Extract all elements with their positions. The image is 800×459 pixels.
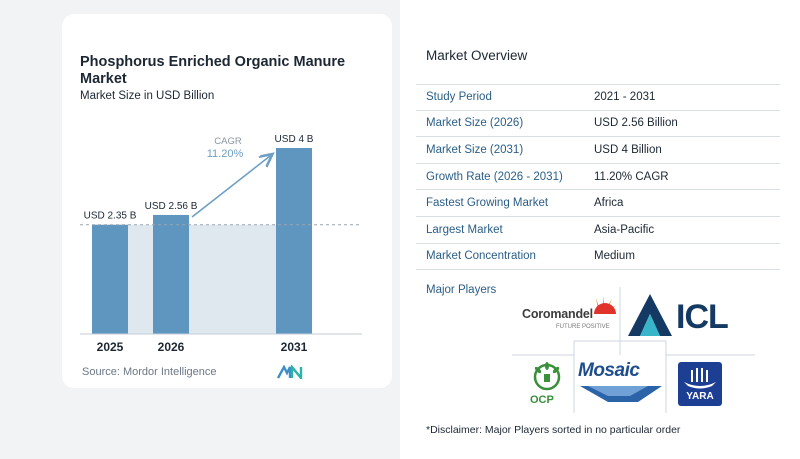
overview-row-value: USD 4 Billion (594, 143, 662, 156)
overview-row-value: Africa (594, 197, 624, 210)
chart-title: Phosphorus Enriched Organic Manure Marke… (80, 54, 346, 87)
coromandel-sun-icon (594, 296, 616, 314)
icl-logo: ICL (626, 292, 730, 340)
ocp-wordmark: OCP (530, 394, 554, 406)
overview-row: Largest Market Asia-Pacific (416, 217, 780, 244)
overview-row: Market Size (2026) USD 2.56 Billion (416, 111, 780, 138)
overview-row-value: Asia-Pacific (594, 223, 655, 236)
disclaimer-note: *Disclaimer: Major Players sorted in no … (426, 424, 681, 436)
coromandel-tagline: FUTURE POSITIVE (556, 324, 610, 330)
overview-row-label: Growth Rate (2026 - 2031) (426, 170, 563, 183)
overview-row: Study Period 2021 - 2031 (416, 84, 780, 111)
overview-row: Market Concentration Medium (416, 244, 780, 271)
overview-row: Market Size (2031) USD 4 Billion (416, 137, 780, 164)
overview-row-label: Market Size (2026) (426, 117, 524, 130)
overview-row-label: Market Size (2031) (426, 143, 524, 156)
mordor-intelligence-logo-icon (277, 365, 303, 379)
coromandel-logo: Coromandel FUTURE POSITIVE (516, 290, 620, 336)
ocp-emblem-icon (533, 362, 561, 391)
bar (92, 224, 128, 334)
bar-value-label: USD 2.35 B (84, 211, 137, 222)
x-tick-label: 2026 (158, 340, 185, 354)
source-note: Source: Mordor Intelligence (82, 366, 217, 378)
icl-triangle-icon (628, 294, 672, 336)
logo-grid-lines (512, 287, 755, 413)
major-players-label: Major Players (426, 284, 497, 296)
overview-row-value: 2021 - 2031 (594, 91, 656, 104)
overview-row-label: Study Period (426, 91, 492, 104)
overview-row-label: Largest Market (426, 223, 503, 236)
bar-value-label: USD 2.56 B (145, 201, 198, 212)
market-overview-title: Market Overview (426, 48, 528, 63)
market-overview-table: Study Period 2021 - 2031 Market Size (2026… (416, 84, 780, 271)
bar-value-label: USD 4 B (275, 134, 314, 145)
overview-row: Growth Rate (2026 - 2031) 11.20% CAGR (416, 164, 780, 191)
icl-wordmark: ICL (676, 298, 729, 336)
bar (153, 214, 189, 334)
x-tick-label: 2025 (97, 340, 124, 354)
chart-subtitle: Market Size in USD Billion (80, 90, 215, 102)
yara-wordmark: YARA (686, 391, 714, 402)
mosaic-wedge-icon (580, 386, 662, 402)
overview-row-value: USD 2.56 Billion (594, 117, 678, 130)
overview-row-value: 11.20% CAGR (594, 170, 669, 183)
cagr-arrow (191, 156, 270, 218)
overview-row-value: Medium (594, 250, 635, 263)
cagr-label: CAGR (214, 136, 242, 147)
market-size-chart: USD 2.35 B 2025 USD 2.56 B 2026 USD 4 B 2031 C… (80, 134, 362, 354)
reference-shade (128, 224, 276, 334)
coromandel-wordmark: Coromandel (522, 307, 593, 321)
mosaic-logo: Mosaic (578, 356, 664, 408)
mosaic-wordmark: Mosaic (578, 360, 640, 381)
overview-row: Fastest Growing Market Africa (416, 190, 780, 217)
yara-ship-icon (684, 368, 716, 389)
cagr-value: 11.20% (207, 148, 244, 160)
overview-row-label: Market Concentration (426, 250, 536, 263)
ocp-logo: OCP (524, 362, 570, 408)
overview-row-label: Fastest Growing Market (426, 197, 549, 210)
x-tick-label: 2031 (281, 340, 308, 354)
yara-logo: YARA (678, 362, 722, 406)
overview-panel (400, 0, 800, 459)
bar (276, 148, 312, 334)
